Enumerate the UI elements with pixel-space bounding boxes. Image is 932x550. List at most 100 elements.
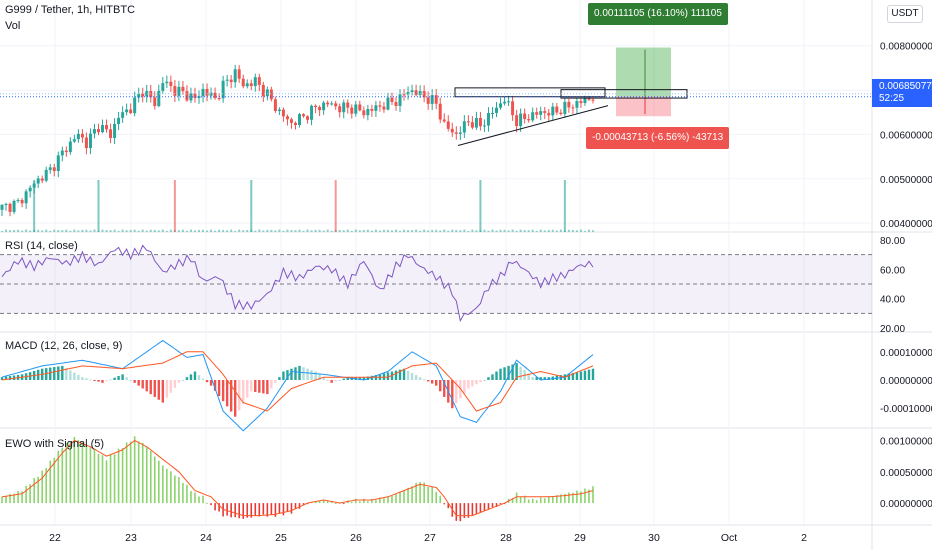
rsi-line — [1, 244, 594, 323]
rsi-tick-label: 40.00 — [880, 295, 905, 306]
volume-bar — [21, 230, 24, 232]
volume-bar — [358, 230, 361, 232]
macd-bar — [402, 368, 406, 380]
ewo-bar — [230, 503, 232, 518]
candle-body — [310, 105, 314, 120]
ewo-bar — [543, 498, 546, 504]
ewo-bar — [170, 471, 172, 504]
macd-bar — [65, 368, 68, 380]
ewo-bar — [342, 503, 345, 505]
macd-bar — [326, 380, 329, 381]
candle-body — [257, 77, 261, 85]
ewo-bar — [298, 503, 301, 509]
ewo-bar — [45, 468, 48, 504]
macd-bar — [426, 380, 430, 382]
macd-bar — [133, 380, 136, 383]
candle-body — [450, 128, 454, 133]
volume-bar — [551, 229, 554, 232]
volume-bar — [89, 230, 92, 232]
candle-body — [474, 117, 478, 128]
volume-bar — [346, 229, 349, 232]
candle-body — [40, 178, 44, 181]
candle-body — [125, 109, 129, 113]
volume-bar — [527, 230, 530, 232]
ewo-bar — [551, 496, 554, 504]
ewo-bar — [350, 501, 353, 504]
volume-bar — [262, 230, 265, 232]
candle-body — [362, 110, 366, 116]
ewo-bar — [198, 496, 200, 504]
loss-zone — [616, 96, 671, 117]
macd-bar — [153, 380, 156, 397]
macd-bar — [221, 380, 225, 402]
macd-bar — [571, 372, 575, 380]
volume-bar — [382, 229, 385, 232]
candle-body — [346, 102, 350, 108]
macd-bar — [394, 370, 398, 380]
volume-bar — [370, 230, 373, 232]
macd-bar — [209, 380, 213, 386]
ewo-bar — [21, 491, 23, 504]
macd-bar — [519, 366, 522, 380]
macd-bar — [225, 380, 229, 407]
candle-body — [285, 116, 289, 120]
time-axis-label: 24 — [200, 532, 212, 544]
volume-bar — [519, 229, 522, 232]
volume-bar — [338, 229, 341, 232]
macd-bar — [591, 368, 595, 380]
candle-body — [101, 125, 105, 133]
ewo-bar — [318, 500, 321, 504]
volume-bar — [390, 230, 393, 232]
macd-bar — [475, 380, 478, 385]
candle-body — [318, 107, 322, 111]
ewo-bar — [13, 493, 15, 504]
volume-bar — [101, 229, 104, 232]
volume-bar — [583, 230, 586, 232]
volume-bar — [230, 229, 233, 232]
macd-bar — [121, 374, 124, 380]
macd-bar — [197, 375, 201, 380]
macd-bar — [362, 377, 366, 380]
candle-body — [470, 122, 474, 128]
candle-body — [121, 112, 125, 118]
macd-bar — [282, 371, 285, 380]
candle-body — [547, 112, 551, 116]
candle-body — [68, 141, 72, 153]
volume-bar — [350, 230, 353, 232]
volume-bar — [491, 229, 494, 232]
candle-body — [446, 121, 450, 129]
macd-bar — [587, 369, 591, 380]
volume-label: Vol — [5, 20, 21, 32]
volume-bar — [559, 229, 562, 232]
candle-body — [105, 125, 109, 130]
candle-body — [495, 107, 499, 113]
volume-bar — [282, 230, 285, 232]
currency-badge[interactable]: USDT — [887, 5, 923, 23]
macd-bar — [205, 380, 209, 383]
volume-bar — [137, 230, 140, 232]
ewo-bar — [206, 502, 208, 504]
volume-bar — [37, 229, 40, 232]
ewo-bar — [487, 503, 490, 510]
ewo-bar — [399, 492, 401, 504]
macd-bar — [217, 380, 221, 396]
ewo-bar — [5, 495, 7, 504]
ewo-bar — [145, 447, 148, 504]
candle-body — [145, 91, 149, 97]
macd-bar — [141, 380, 144, 389]
ewo-bar — [576, 490, 578, 504]
macd-bar — [49, 367, 52, 380]
macd-bar — [543, 377, 546, 380]
candle-body — [486, 113, 490, 126]
candle-body — [330, 103, 334, 105]
candle-body — [205, 88, 209, 96]
ewo-bar — [535, 500, 538, 504]
ewo-bar — [443, 503, 446, 505]
macd-bar — [507, 365, 510, 380]
ewo-bar — [214, 503, 216, 511]
macd-bar — [406, 370, 410, 380]
volume-bar — [53, 229, 56, 232]
volume-spike — [479, 180, 482, 232]
volume-bar — [157, 230, 160, 232]
